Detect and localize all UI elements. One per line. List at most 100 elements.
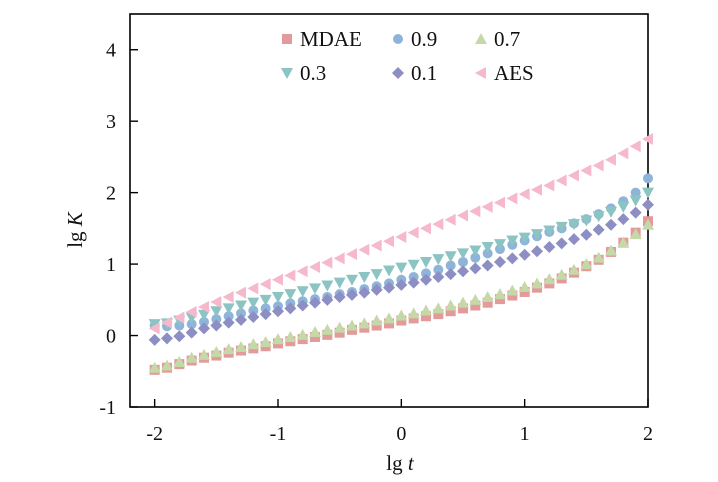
data-point [592,211,605,223]
data-point [629,140,641,153]
data-point [185,326,198,339]
data-point [481,241,494,253]
data-point [395,262,408,274]
data-point [384,318,394,329]
data-point [222,303,235,315]
data-point [568,169,579,182]
data-point [481,259,494,272]
legend-marker [475,67,486,79]
data-point [346,274,358,286]
legend: MDAE 0.9 0.7 0.3 0.1 AES [281,27,534,85]
data-point [642,187,654,199]
data-point [296,286,309,298]
data-point [580,228,593,241]
data-point [235,313,247,326]
data-point [309,283,321,295]
data-point [161,316,172,329]
data-point [210,319,223,332]
data-point [407,276,420,289]
data-point [568,263,580,275]
data-point [432,218,444,231]
data-point [272,273,283,286]
data-point [358,243,370,256]
data-point [383,235,394,248]
data-point [408,313,419,324]
legend-item: 0.1 [392,61,437,85]
data-point [444,213,456,226]
data-point [161,332,173,345]
data-point [643,173,653,184]
data-point [321,256,333,269]
plot-border [129,13,649,408]
data-point [458,303,468,314]
data-point [370,283,383,296]
legend-item: 0.9 [393,27,437,51]
data-point [236,308,246,319]
data-point [284,330,297,342]
data-point [470,300,481,311]
data-point [222,343,235,355]
data-point [592,223,605,236]
data-point [580,164,592,177]
data-point [161,359,173,371]
data-point [148,361,161,373]
data-point [421,268,431,279]
data-point [247,297,260,309]
data-point [235,286,246,299]
legend-marker [281,68,293,79]
data-point [617,213,630,226]
data-point [211,314,222,325]
data-point [432,270,445,283]
data-point [322,329,333,340]
data-point [185,351,198,363]
data-point [259,335,272,347]
data-point [457,248,469,260]
data-point [210,345,223,357]
data-point [555,268,568,280]
data-point [346,319,358,331]
x-axis: -2 -1 0 1 2 [146,399,653,445]
data-point [395,230,407,243]
data-point [469,245,482,257]
x-tick-label: 0 [396,423,406,445]
data-point [370,314,383,326]
data-point [445,306,456,317]
data-point [358,286,371,299]
data-point [469,262,482,275]
data-point [371,320,382,331]
data-point [370,269,383,281]
data-point [259,278,271,291]
data-point [420,256,432,268]
data-point [568,219,580,231]
data-point [259,294,272,306]
y-axis-label-text: lg [63,226,87,248]
data-point [555,174,567,187]
legend-label: 0.3 [300,61,326,85]
data-point [457,296,469,308]
data-point [248,305,259,316]
legend-label: AES [494,61,534,85]
data-point [333,252,345,265]
data-point [199,316,209,327]
data-point [445,260,456,271]
data-point [482,297,493,308]
data-point [296,328,309,340]
data-point [605,244,617,256]
y-tick-label: 4 [106,40,116,62]
data-point [407,226,419,239]
data-point [321,280,334,292]
data-point [272,333,284,345]
data-point [272,305,284,318]
data-point [198,309,210,321]
data-point [433,264,444,275]
data-point [555,237,568,250]
legend-item: AES [475,61,534,85]
data-point [543,240,556,253]
data-point [309,260,320,273]
x-axis-label-text: lg [386,451,408,475]
data-point [210,306,223,318]
data-point [334,327,345,338]
series-AES [148,133,653,335]
data-point [506,284,519,296]
series-0.7 [148,218,654,373]
